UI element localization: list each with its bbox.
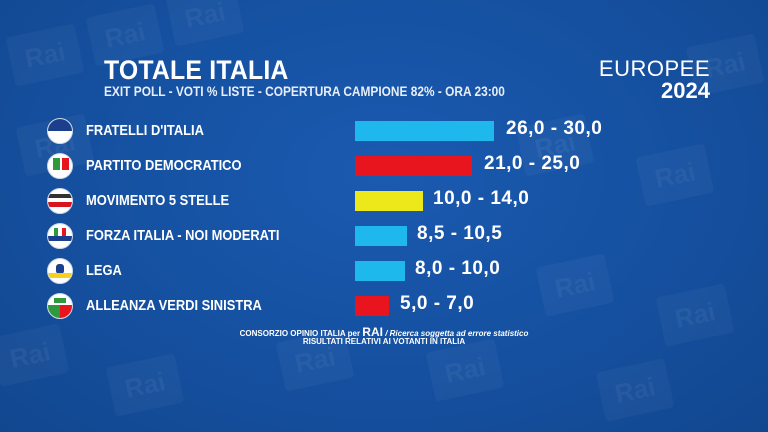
range-bar [355, 121, 494, 141]
range-value: 26,0 - 30,0 [506, 118, 603, 139]
party-label: MOVIMENTO 5 STELLE [86, 192, 230, 209]
chart-row: FORZA ITALIA - NOI MODERATI 8,5 - 10,5 [0, 221, 768, 251]
range-value: 21,0 - 25,0 [484, 153, 581, 174]
m5s-logo-icon [47, 188, 73, 214]
pd-logo-icon [47, 153, 73, 179]
source-line: CONSORZIO OPINIO ITALIA per RAI / Ricerc… [0, 325, 768, 339]
disclaimer: / Ricerca soggetta ad errore statistico [385, 329, 529, 338]
party-label: LEGA [86, 262, 122, 279]
range-bar [355, 226, 407, 246]
fdi-logo-icon [47, 118, 73, 144]
chart-row: ALLEANZA VERDI SINISTRA 5,0 - 7,0 [0, 291, 768, 321]
lega-logo-icon [47, 258, 73, 284]
footer-note: RISULTATI RELATIVI AI VOTANTI IN ITALIA [302, 337, 466, 346]
source-brand: RAI [362, 325, 383, 339]
rai-watermark-icon: Rai [106, 353, 185, 416]
rai-watermark-icon: Rai [6, 23, 85, 86]
party-label: PARTITO DEMOCRATICO [86, 157, 242, 174]
party-label: FRATELLI D'ITALIA [86, 122, 204, 139]
range-bar [355, 261, 405, 281]
range-bar [355, 156, 472, 176]
rai-watermark-icon: Rai [166, 0, 245, 47]
range-value: 8,5 - 10,5 [417, 223, 503, 244]
avs-logo-icon [47, 293, 73, 319]
brand-year: 2024 [661, 78, 710, 103]
rai-watermark-icon: Rai [426, 338, 505, 401]
range-bar [355, 191, 423, 211]
chart-row: PARTITO DEMOCRATICO 21,0 - 25,0 [0, 151, 768, 181]
brand-line1: EUROPEE [598, 56, 710, 81]
chart-row: MOVIMENTO 5 STELLE 10,0 - 14,0 [0, 186, 768, 216]
range-value: 5,0 - 7,0 [400, 293, 475, 314]
page-subtitle: EXIT POLL - VOTI % LISTE - COPERTURA CAM… [104, 83, 505, 99]
rai-watermark-icon: Rai [596, 358, 675, 421]
range-value: 8,0 - 10,0 [415, 258, 501, 279]
page-title: TOTALE ITALIA [104, 55, 289, 85]
chart-row: FRATELLI D'ITALIA 26,0 - 30,0 [0, 116, 768, 146]
election-brand: EUROPEE 2024 [599, 58, 710, 102]
party-label: ALLEANZA VERDI SINISTRA [86, 297, 262, 314]
fi-nm-logo-icon [47, 223, 73, 249]
source-prefix: CONSORZIO OPINIO ITALIA per [239, 329, 361, 338]
range-bar [355, 296, 389, 316]
party-label: FORZA ITALIA - NOI MODERATI [86, 227, 280, 244]
range-value: 10,0 - 14,0 [433, 188, 530, 209]
chart-row: LEGA 8,0 - 10,0 [0, 256, 768, 286]
